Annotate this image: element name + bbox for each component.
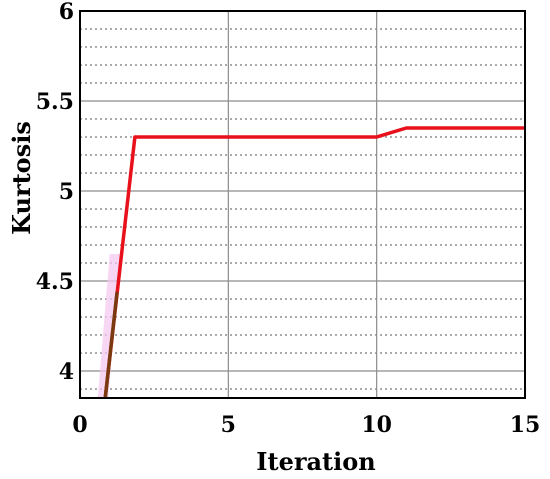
x-tick-label: 10: [361, 412, 392, 438]
y-tick-label: 4: [59, 359, 74, 385]
shaded-band: [97, 254, 121, 398]
major-grid: [80, 11, 525, 398]
x-tick-labels: 0 5 10 15: [72, 412, 540, 438]
y-tick-label: 5: [59, 179, 74, 205]
shaded-band-area: [97, 254, 121, 398]
x-tick-label: 5: [221, 412, 236, 438]
y-tick-labels: 4 4.5 5 5.5 6: [36, 0, 74, 385]
series-line-overlap: [103, 291, 119, 399]
y-tick-label: 4.5: [36, 269, 74, 295]
y-tick-label: 6: [59, 0, 74, 25]
y-tick-label: 5.5: [36, 89, 74, 115]
x-axis-label: Iteration: [256, 447, 375, 476]
y-axis-label: Kurtosis: [7, 121, 36, 235]
minor-grid: [80, 10, 525, 390]
plot-frame: [79, 10, 526, 399]
x-tick-label: 15: [510, 412, 541, 438]
x-tick-label: 0: [72, 412, 87, 438]
series-layer: [103, 126, 525, 399]
series-line: [103, 126, 525, 399]
